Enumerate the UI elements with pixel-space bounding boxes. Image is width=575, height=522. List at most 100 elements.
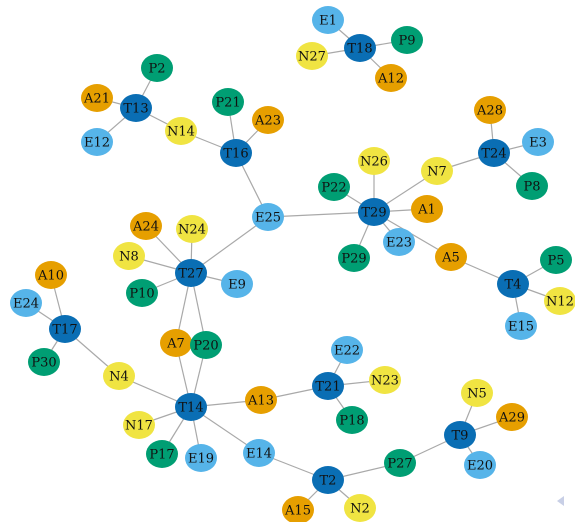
node-label: T24 [481,147,506,162]
node-label: A21 [83,92,110,107]
edge-e25-t29 [267,211,375,218]
node-circle [331,336,363,364]
node-label: N4 [109,370,129,385]
node-n12[interactable]: N12 [544,287,575,315]
node-label: T14 [178,401,203,416]
node-t18[interactable]: T18 [344,34,376,62]
node-label: N5 [467,387,487,402]
node-circle [516,172,548,200]
node-t27[interactable]: T27 [175,259,207,287]
node-t13[interactable]: T13 [120,94,152,122]
collapse-arrow-icon[interactable] [557,496,565,506]
node-label: P17 [149,448,174,463]
node-label: P29 [341,252,366,267]
node-p5[interactable]: P5 [540,246,572,274]
node-n24[interactable]: N24 [176,215,208,243]
node-n26[interactable]: N26 [358,147,390,175]
node-label: T16 [223,147,248,162]
node-e3[interactable]: E3 [522,128,554,156]
node-n14[interactable]: N14 [165,117,197,145]
node-label: E23 [386,236,412,251]
node-t9[interactable]: T9 [444,421,476,449]
node-label: A23 [254,114,281,129]
node-a23[interactable]: A23 [252,106,284,134]
node-label: A29 [498,411,525,426]
node-circle [103,362,135,390]
node-a13[interactable]: A13 [245,386,277,414]
node-e19[interactable]: E19 [185,444,217,472]
node-circle [464,451,496,479]
node-label: N27 [298,50,326,65]
node-circle [123,411,155,439]
node-p29[interactable]: P29 [338,244,370,272]
node-n8[interactable]: N8 [113,242,145,270]
node-t17[interactable]: T17 [49,315,81,343]
node-a10[interactable]: A10 [35,261,67,289]
node-p20[interactable]: P20 [190,331,222,359]
node-label: E20 [467,459,493,474]
node-a15[interactable]: A15 [282,496,314,522]
node-label: N24 [178,223,206,238]
node-a12[interactable]: A12 [375,64,407,92]
node-e15[interactable]: E15 [505,312,537,340]
node-label: P2 [148,62,165,77]
node-t2[interactable]: T2 [312,466,344,494]
node-circle [282,496,314,522]
node-p21[interactable]: P21 [212,88,244,116]
node-t4[interactable]: T4 [497,270,529,298]
node-e22[interactable]: E22 [331,336,363,364]
node-circle [160,329,192,357]
node-a29[interactable]: A29 [496,403,528,431]
node-n4[interactable]: N4 [103,362,135,390]
node-label: P18 [339,414,364,429]
node-a1[interactable]: A1 [411,195,443,223]
node-n17[interactable]: N17 [123,411,155,439]
node-p2[interactable]: P2 [141,54,173,82]
node-circle [81,128,113,156]
node-a7[interactable]: A7 [160,329,192,357]
node-e12[interactable]: E12 [81,128,113,156]
node-a28[interactable]: A28 [474,96,506,124]
node-t14[interactable]: T14 [175,393,207,421]
node-p18[interactable]: P18 [336,406,368,434]
node-circle [28,348,60,376]
node-e9[interactable]: E9 [221,270,253,298]
node-t16[interactable]: T16 [220,139,252,167]
node-n5[interactable]: N5 [461,379,493,407]
node-label: E15 [508,320,534,335]
node-circle [35,261,67,289]
node-t24[interactable]: T24 [478,139,510,167]
node-circle [312,372,344,400]
node-p27[interactable]: P27 [384,449,416,477]
node-p22[interactable]: P22 [318,173,350,201]
node-n7[interactable]: N7 [421,157,453,185]
node-e23[interactable]: E23 [383,228,415,256]
node-n27[interactable]: N27 [296,42,328,70]
node-n23[interactable]: N23 [369,366,401,394]
node-e25[interactable]: E25 [252,203,284,231]
node-label: T9 [452,429,469,444]
node-t21[interactable]: T21 [312,372,344,400]
node-label: A15 [284,504,311,519]
node-label: T2 [320,474,337,489]
node-circle [358,198,390,226]
node-e1[interactable]: E1 [312,6,344,34]
node-e14[interactable]: E14 [243,439,275,467]
node-a24[interactable]: A24 [130,212,162,240]
node-circle [185,444,217,472]
node-label: A7 [166,337,185,352]
node-p9[interactable]: P9 [391,26,423,54]
node-label: P22 [321,181,346,196]
node-p10[interactable]: P10 [126,279,158,307]
node-p8[interactable]: P8 [516,172,548,200]
node-e24[interactable]: E24 [10,289,42,317]
node-label: A1 [417,203,436,218]
node-n2[interactable]: N2 [344,494,376,522]
node-t29[interactable]: T29 [358,198,390,226]
node-a5[interactable]: A5 [435,243,467,271]
node-a21[interactable]: A21 [81,84,113,112]
node-e20[interactable]: E20 [464,451,496,479]
node-label: P21 [215,96,240,111]
node-p30[interactable]: P30 [28,348,60,376]
node-p17[interactable]: P17 [146,440,178,468]
